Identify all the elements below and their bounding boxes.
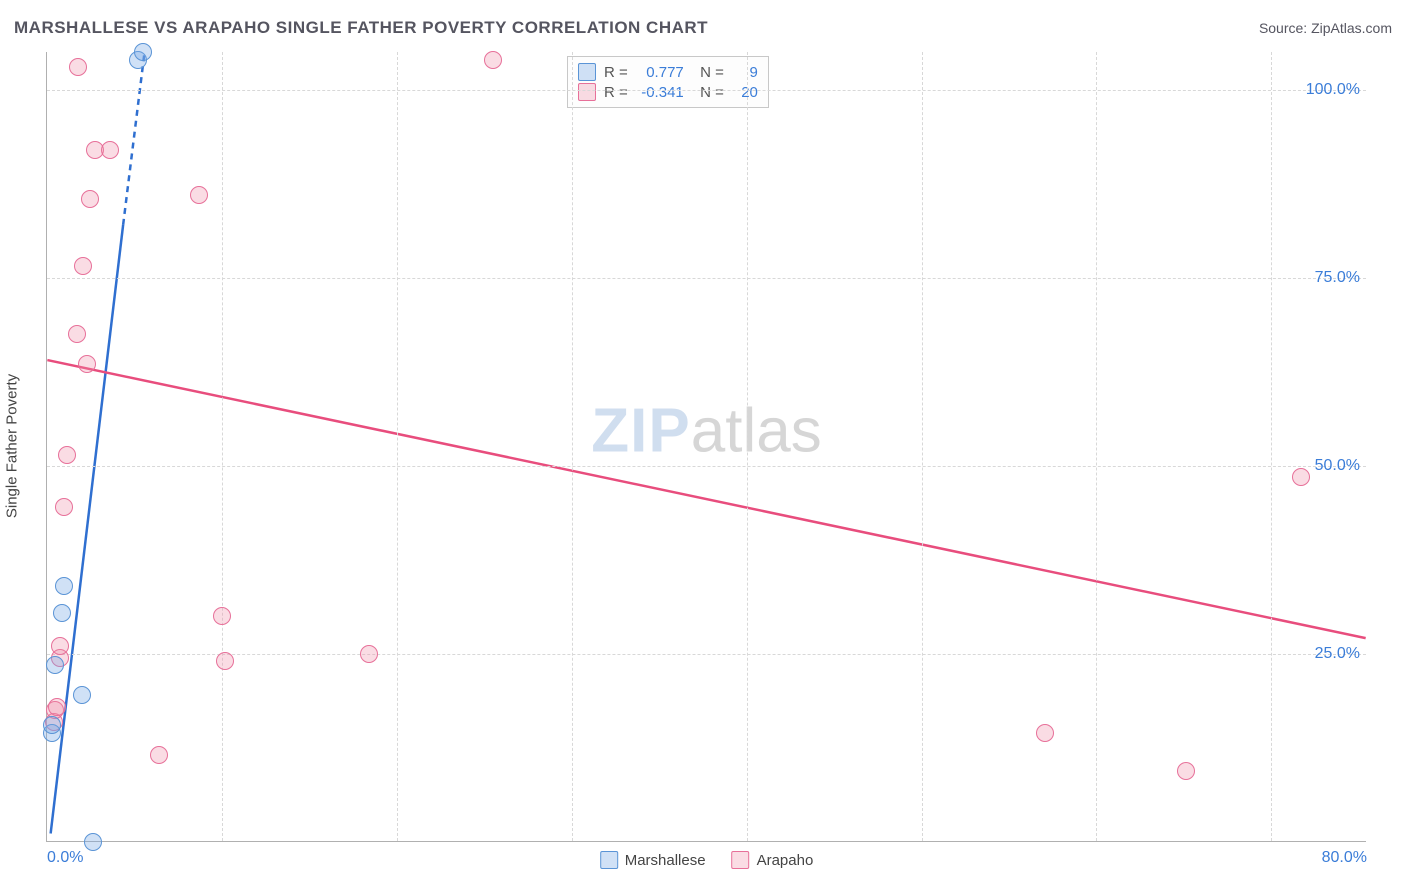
gridline-h xyxy=(47,654,1366,655)
point-marshallese xyxy=(134,43,152,61)
point-arapaho xyxy=(360,645,378,663)
swatch-marshallese xyxy=(578,63,596,81)
stats-r-label: R = xyxy=(604,84,628,101)
point-arapaho xyxy=(81,190,99,208)
stats-r-label: R = xyxy=(604,64,628,81)
point-arapaho xyxy=(69,58,87,76)
legend-item-arapaho: Arapaho xyxy=(732,851,814,869)
point-arapaho xyxy=(58,446,76,464)
gridline-v xyxy=(572,52,573,841)
trend-lines xyxy=(47,52,1366,841)
stats-r-value: -0.341 xyxy=(636,84,684,101)
point-marshallese xyxy=(73,686,91,704)
gridline-v xyxy=(747,52,748,841)
plot-area: ZIPatlas R = 0.777 N = 9 R = -0.341 N = … xyxy=(46,52,1366,842)
point-arapaho xyxy=(78,355,96,373)
source-label: Source: ZipAtlas.com xyxy=(1259,20,1392,36)
stats-n-value: 9 xyxy=(732,64,758,81)
y-tick-label: 50.0% xyxy=(1315,457,1360,475)
stats-row-marshallese: R = 0.777 N = 9 xyxy=(578,63,758,81)
stats-r-value: 0.777 xyxy=(636,64,684,81)
point-marshallese xyxy=(53,604,71,622)
point-arapaho xyxy=(68,325,86,343)
stats-box: R = 0.777 N = 9 R = -0.341 N = 20 xyxy=(567,56,769,108)
legend-label: Marshallese xyxy=(625,852,706,869)
header: MARSHALLESE VS ARAPAHO SINGLE FATHER POV… xyxy=(14,18,1392,38)
gridline-h xyxy=(47,466,1366,467)
gridline-v xyxy=(1096,52,1097,841)
gridline-v xyxy=(397,52,398,841)
stats-row-arapaho: R = -0.341 N = 20 xyxy=(578,83,758,101)
watermark: ZIPatlas xyxy=(591,395,821,466)
point-arapaho xyxy=(101,141,119,159)
source-prefix: Source: xyxy=(1259,20,1311,36)
gridline-v xyxy=(922,52,923,841)
point-arapaho xyxy=(150,746,168,764)
point-arapaho xyxy=(484,51,502,69)
chart-title: MARSHALLESE VS ARAPAHO SINGLE FATHER POV… xyxy=(14,18,708,38)
y-tick-label: 25.0% xyxy=(1315,645,1360,663)
point-arapaho xyxy=(190,186,208,204)
y-tick-label: 100.0% xyxy=(1306,81,1360,99)
gridline-h xyxy=(47,90,1366,91)
watermark-atlas: atlas xyxy=(691,396,822,465)
point-arapaho xyxy=(55,498,73,516)
point-marshallese xyxy=(84,833,102,851)
swatch-arapaho xyxy=(732,851,750,869)
x-tick-label: 0.0% xyxy=(47,849,83,867)
legend-label: Arapaho xyxy=(757,852,814,869)
point-arapaho xyxy=(51,637,69,655)
gridline-v xyxy=(222,52,223,841)
legend-item-marshallese: Marshallese xyxy=(600,851,706,869)
point-arapaho xyxy=(1292,468,1310,486)
bottom-legend: Marshallese Arapaho xyxy=(600,851,814,869)
point-arapaho xyxy=(1036,724,1054,742)
point-marshallese xyxy=(43,716,61,734)
stats-n-label: N = xyxy=(692,84,724,101)
point-marshallese xyxy=(46,656,64,674)
gridline-h xyxy=(47,278,1366,279)
gridline-v xyxy=(1271,52,1272,841)
swatch-arapaho xyxy=(578,83,596,101)
point-arapaho xyxy=(216,652,234,670)
point-arapaho xyxy=(1177,762,1195,780)
point-arapaho xyxy=(48,698,66,716)
stats-n-label: N = xyxy=(692,64,724,81)
source-name: ZipAtlas.com xyxy=(1311,20,1392,36)
point-arapaho xyxy=(74,257,92,275)
y-tick-label: 75.0% xyxy=(1315,269,1360,287)
y-axis-label: Single Father Poverty xyxy=(4,374,21,518)
swatch-marshallese xyxy=(600,851,618,869)
watermark-zip: ZIP xyxy=(591,396,690,465)
point-marshallese xyxy=(55,577,73,595)
stats-n-value: 20 xyxy=(732,84,758,101)
point-arapaho xyxy=(213,607,231,625)
x-tick-label: 80.0% xyxy=(1322,849,1367,867)
